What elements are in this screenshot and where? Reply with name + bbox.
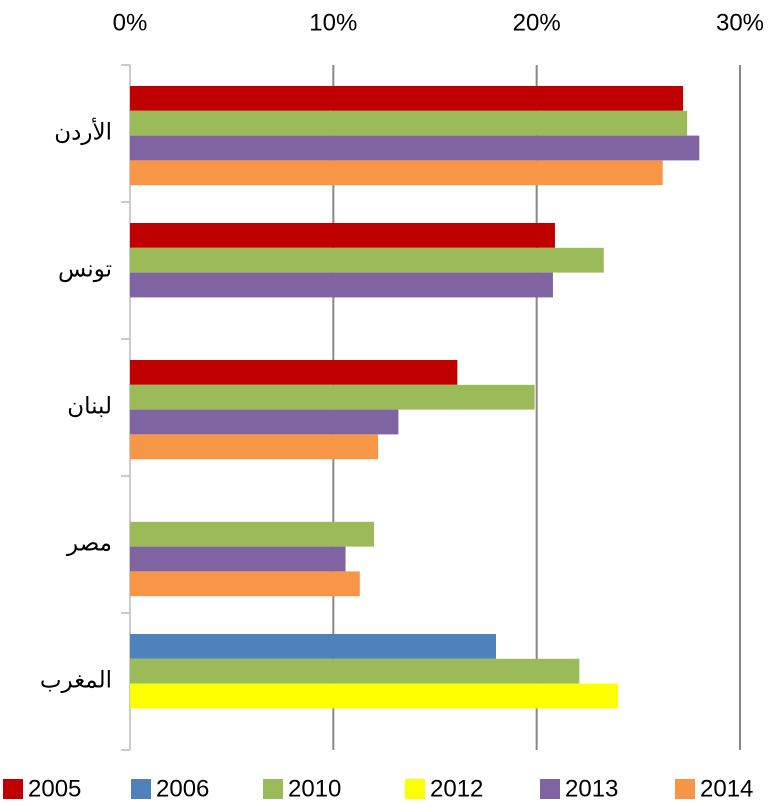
legend-label: 2005 — [28, 775, 81, 802]
y-tick-label: الأردن — [54, 118, 112, 146]
bar — [130, 110, 688, 136]
legend-swatch — [263, 779, 283, 799]
legend-label: 2013 — [565, 775, 618, 802]
legend-swatch — [540, 779, 560, 799]
y-tick-label: المغرب — [40, 667, 112, 694]
legend-swatch — [131, 779, 151, 799]
y-tick-label: مصر — [66, 530, 112, 557]
bar — [130, 160, 663, 186]
bar — [130, 384, 535, 410]
legend-label: 2012 — [430, 775, 483, 802]
bar — [130, 658, 580, 684]
bar — [130, 135, 700, 161]
legend-label: 2014 — [700, 775, 753, 802]
bar — [130, 634, 496, 659]
bar — [130, 434, 379, 460]
bar — [130, 571, 360, 597]
y-tick-label: لبنان — [67, 393, 112, 419]
bar — [130, 360, 458, 385]
legend-swatch — [675, 779, 695, 799]
x-tick-label: 20% — [513, 9, 561, 36]
x-tick-label: 30% — [716, 9, 764, 36]
legend-label: 2006 — [156, 775, 209, 802]
bar — [130, 546, 346, 572]
legend-label: 2010 — [288, 775, 341, 802]
y-tick-label: تونس — [58, 256, 112, 283]
bar — [130, 223, 555, 248]
bar — [130, 86, 684, 111]
bar — [130, 409, 399, 435]
bar — [130, 272, 553, 298]
bar — [130, 521, 374, 547]
legend-swatch — [3, 779, 23, 799]
legend-swatch — [405, 779, 425, 799]
bar — [130, 683, 618, 709]
x-tick-label: 10% — [309, 9, 357, 36]
x-tick-label: 0% — [113, 9, 148, 36]
bar — [130, 247, 604, 273]
